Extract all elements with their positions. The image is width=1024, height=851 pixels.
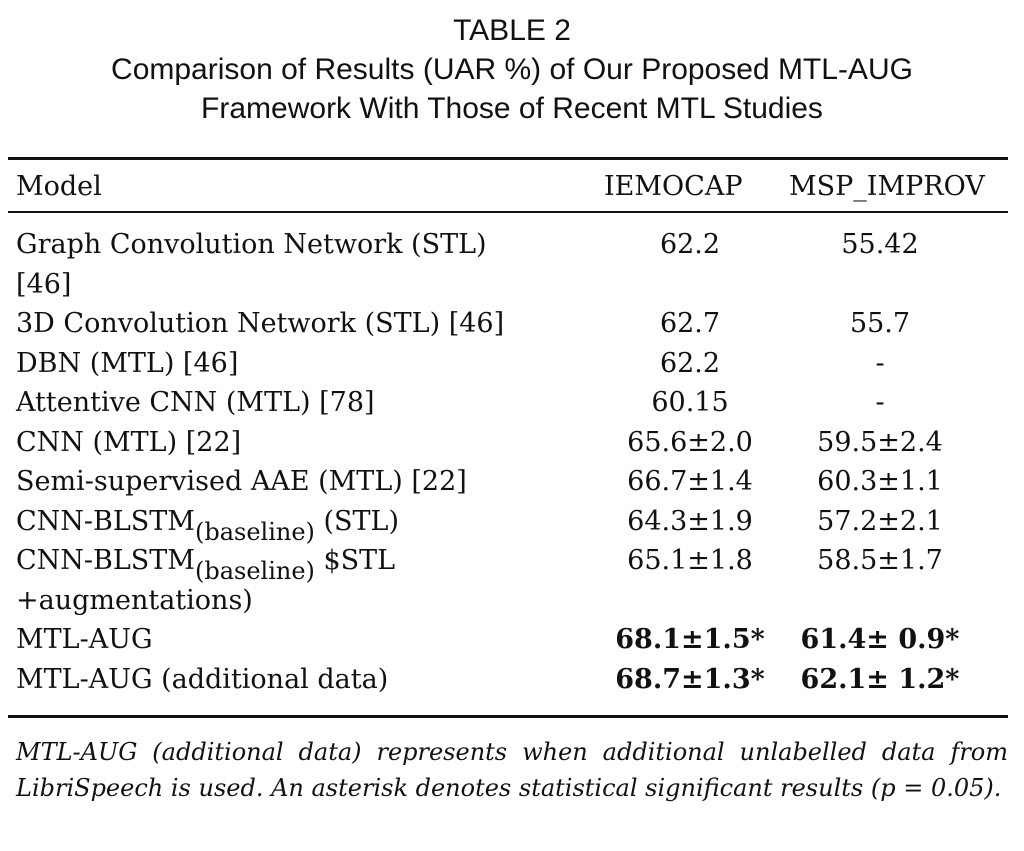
- table-row: 3D Convolution Network (STL) [46] 62.7 5…: [16, 304, 1016, 344]
- model-cell: DBN (MTL) [46]: [16, 347, 239, 379]
- table-row: CNN-BLSTM(baseline) (STL) 64.3±1.9 57.2±…: [16, 502, 1016, 544]
- model-suffix: $STL: [323, 545, 396, 576]
- table-title-line2: Framework With Those of Recent MTL Studi…: [201, 92, 823, 125]
- model-cell-continuation: [46]: [16, 268, 72, 300]
- model-suffix: (STL): [323, 505, 400, 537]
- table-footnote: MTL-AUG (additional data) represents whe…: [16, 738, 1008, 802]
- table-row: DBN (MTL) [46] 62.2 -: [16, 344, 1016, 384]
- model-name: CNN-BLSTM: [16, 545, 195, 576]
- model-cell: Graph Convolution Network (STL): [16, 229, 487, 260]
- model-cell: Semi-supervised AAE (MTL) [22]: [16, 466, 467, 497]
- table-row-continuation: [46]: [16, 265, 1016, 305]
- table-body: Graph Convolution Network (STL) 62.2 55.…: [16, 225, 1016, 699]
- model-subscript: (baseline): [194, 517, 315, 546]
- iemocap-cell: 65.1±1.8: [627, 545, 753, 576]
- header-msp-improv: MSP_IMPROV: [789, 171, 985, 202]
- iemocap-cell-bold: 68.7±1.3*: [615, 663, 765, 695]
- table-row: Semi-supervised AAE (MTL) [22] 66.7±1.4 …: [16, 462, 1016, 502]
- bottom-rule: [8, 715, 1008, 718]
- msp-cell-bold: 62.1± 1.2*: [800, 663, 960, 695]
- msp-cell: 59.5±2.4: [817, 426, 943, 458]
- iemocap-cell: 64.3±1.9: [627, 505, 753, 537]
- msp-cell: 57.2±2.1: [817, 505, 943, 537]
- model-subscript: (baseline): [194, 557, 315, 585]
- model-cell: CNN-BLSTM(baseline) $STL: [16, 541, 396, 583]
- model-cell: 3D Convolution Network (STL) [46]: [16, 308, 505, 339]
- msp-cell: 55.7: [849, 308, 911, 339]
- model-cell: CNN-BLSTM(baseline) (STL): [16, 502, 400, 544]
- table-row: Attentive CNN (MTL) [78] 60.15 -: [16, 383, 1016, 423]
- model-cell: Attentive CNN (MTL) [78]: [16, 387, 375, 418]
- msp-cell-bold: 61.4± 0.9*: [800, 624, 960, 655]
- table-header: Model IEMOCAP MSP_IMPROV: [16, 167, 1016, 207]
- header-row: Model IEMOCAP MSP_IMPROV: [16, 167, 1016, 207]
- msp-cell: 58.5±1.7: [817, 545, 943, 576]
- iemocap-cell: 60.15: [651, 387, 729, 418]
- table-row: MTL-AUG (additional data) 68.7±1.3* 62.1…: [16, 660, 1016, 700]
- model-cell: MTL-AUG: [16, 624, 153, 655]
- table-row: MTL-AUG 68.1±1.5* 61.4± 0.9*: [16, 620, 1016, 660]
- model-cell: CNN (MTL) [22]: [16, 426, 242, 458]
- table-row-continuation: +augmentations): [16, 581, 1016, 621]
- table-row: CNN-BLSTM(baseline) $STL 65.1±1.8 58.5±1…: [16, 541, 1016, 583]
- iemocap-cell-bold: 68.1±1.5*: [615, 624, 765, 655]
- iemocap-cell: 62.7: [659, 308, 721, 339]
- top-rule: [8, 157, 1008, 160]
- msp-cell: 60.3±1.1: [817, 466, 943, 497]
- model-name: CNN-BLSTM: [16, 505, 195, 537]
- header-rule: [8, 211, 1008, 213]
- iemocap-cell: 62.2: [659, 229, 721, 260]
- table-title-line1: Comparison of Results (UAR %) of Our Pro…: [111, 53, 913, 86]
- header-iemocap: IEMOCAP: [604, 171, 743, 202]
- msp-cell: -: [875, 387, 885, 418]
- header-model: Model: [16, 171, 102, 202]
- msp-cell: 55.42: [841, 229, 919, 260]
- model-cell-continuation: +augmentations): [16, 584, 253, 616]
- model-cell: MTL-AUG (additional data): [16, 663, 389, 695]
- table-caption: TABLE 2 Comparison of Results (UAR %) of…: [0, 11, 1024, 128]
- table-label: TABLE 2: [453, 14, 571, 47]
- msp-cell: -: [875, 347, 885, 379]
- iemocap-cell: 66.7±1.4: [627, 466, 753, 497]
- table-row: Graph Convolution Network (STL) 62.2 55.…: [16, 225, 1016, 265]
- iemocap-cell: 62.2: [659, 347, 721, 379]
- iemocap-cell: 65.6±2.0: [627, 426, 753, 458]
- table-row: CNN (MTL) [22] 65.6±2.0 59.5±2.4: [16, 423, 1016, 463]
